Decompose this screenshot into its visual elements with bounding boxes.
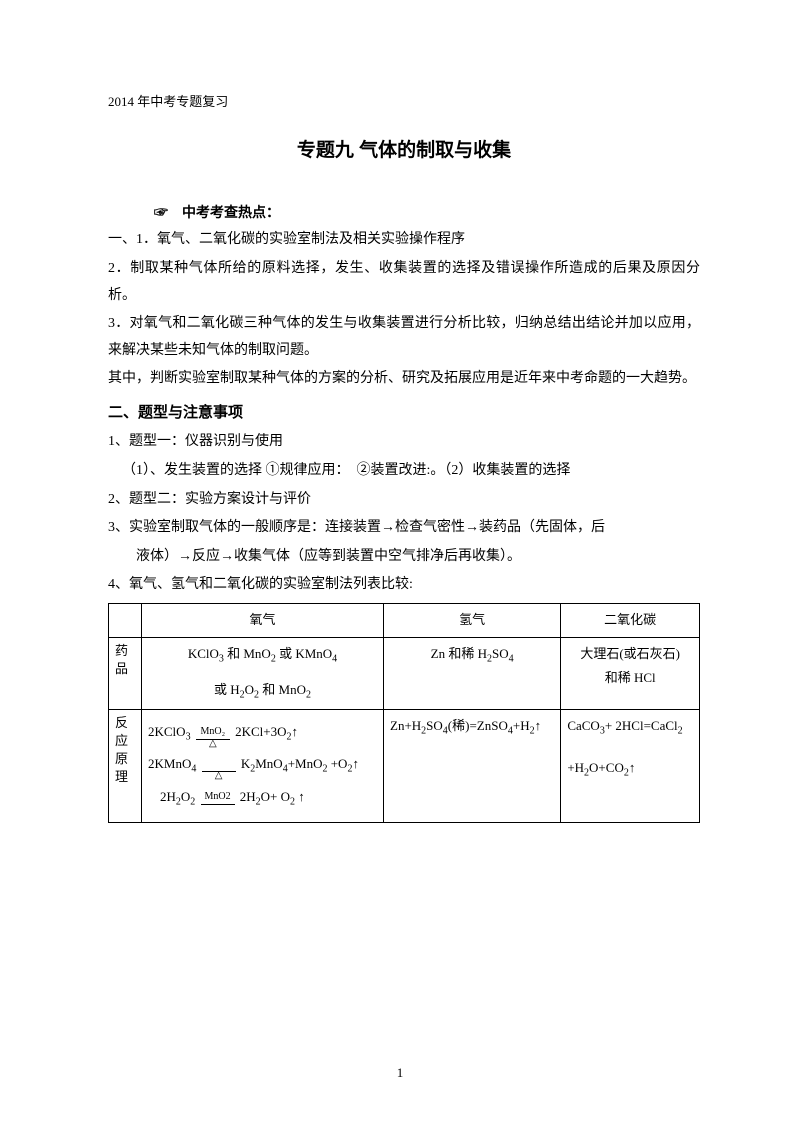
paragraph: 4、氧气、氢气和二氧化碳的实验室制法列表比较:	[108, 572, 700, 599]
col-hydrogen: 氢气	[384, 604, 561, 638]
col-oxygen: 氧气	[142, 604, 384, 638]
col-co2: 二氧化碳	[561, 604, 700, 638]
table-header-row: 氧气 氢气 二氧化碳	[109, 604, 700, 638]
header-line: 2014 年中考专题复习	[108, 90, 700, 115]
paragraph: 其中，判断实验室制取某种气体的方案的分析、研究及拓展应用是近年来中考命题的一大趋…	[108, 366, 700, 393]
cell-co2-reagents: 大理石(或石灰石) 和稀 HCl	[561, 637, 700, 709]
cell-o2-reaction: 2KClO3 MnO₂△ 2KCl+3O2↑ 2KMnO4 △ K2MnO4+M…	[142, 709, 384, 822]
table-row: 反应原理 2KClO3 MnO₂△ 2KCl+3O2↑ 2KMnO4 △ K2M…	[109, 709, 700, 822]
paragraph: 3．对氧气和二氧化碳三种气体的发生与收集装置进行分析比较，归纳总结出结论并加以应…	[108, 311, 700, 364]
table-row: 药品 KClO3 和 MnO2 或 KMnO4 或 H2O2 和 MnO2 Zn…	[109, 637, 700, 709]
paragraph: （1）、发生装置的选择 ①规律应用： ②装置改进:。（2）收集装置的选择	[122, 458, 700, 485]
cell-h2-reaction: Zn+H2SO4(稀)=ZnSO4+H2↑	[384, 709, 561, 822]
cell-o2-reagents: KClO3 和 MnO2 或 KMnO4 或 H2O2 和 MnO2	[142, 637, 384, 709]
paragraph: 一、1．氧气、二氧化碳的实验室制法及相关实验操作程序	[108, 227, 700, 254]
cell-co2-reaction: CaCO3+ 2HCl=CaCl2 +H2O+CO2↑	[561, 709, 700, 822]
section-heading: 二、题型与注意事项	[108, 399, 700, 428]
hotspot-heading: ☞ 中考考查热点：	[154, 199, 700, 226]
paragraph: 液体）→反应→收集气体（应等到装置中空气排净后再收集）。	[136, 544, 700, 571]
table-corner	[109, 604, 142, 638]
row-label-reagents: 药品	[109, 637, 142, 709]
paragraph: 3、实验室制取气体的一般顺序是：连接装置→检查气密性→装药品（先固体，后	[108, 515, 700, 542]
row-label-reaction: 反应原理	[109, 709, 142, 822]
paragraph: 2、题型二：实验方案设计与评价	[108, 487, 700, 514]
comparison-table: 氧气 氢气 二氧化碳 药品 KClO3 和 MnO2 或 KMnO4 或 H2O…	[108, 603, 700, 823]
page: 2014 年中考专题复习 专题九 气体的制取与收集 ☞ 中考考查热点： 一、1．…	[0, 0, 800, 1132]
cell-h2-reagents: Zn 和稀 H2SO4	[384, 637, 561, 709]
paragraph: 2．制取某种气体所给的原料选择，发生、收集装置的选择及错误操作所造成的后果及原因…	[108, 256, 700, 309]
paragraph: 1、题型一：仪器识别与使用	[108, 429, 700, 456]
document-title: 专题九 气体的制取与收集	[108, 133, 700, 169]
page-number: 1	[0, 1061, 800, 1086]
